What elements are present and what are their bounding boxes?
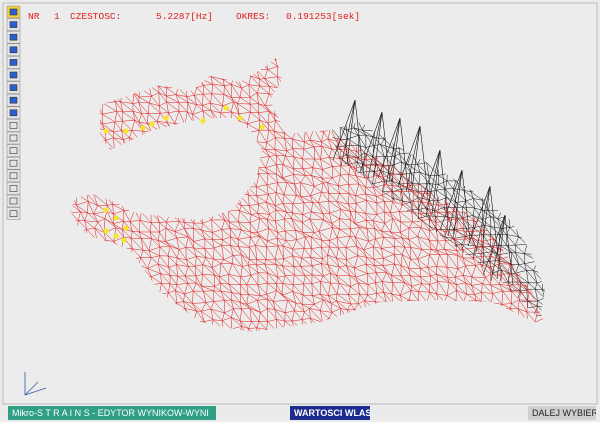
spike	[332, 99, 364, 171]
tool-icon	[9, 96, 18, 104]
tool-icon	[9, 8, 18, 16]
node	[123, 128, 129, 134]
tool-button	[6, 144, 21, 157]
tool-icon	[9, 134, 18, 142]
axes-icon	[24, 372, 47, 396]
spike	[467, 185, 499, 257]
tool-icon	[9, 159, 18, 167]
status-prompt[interactable]: DALEJ WYBIERZ	[528, 406, 596, 420]
tool-icon	[9, 33, 18, 41]
drawing-area	[2, 2, 598, 405]
tool-icon	[9, 185, 18, 192]
node	[103, 128, 109, 134]
node	[121, 237, 127, 243]
tool-button	[6, 207, 21, 220]
tool-icon	[9, 197, 18, 205]
tool-button	[6, 194, 21, 208]
status-mode: WARTOSCI WLASNE	[290, 406, 370, 420]
tool-button	[6, 169, 21, 183]
node	[103, 228, 109, 234]
node	[113, 233, 119, 239]
nr-value: 1	[54, 11, 60, 22]
node	[149, 121, 155, 127]
nr-label: NR	[28, 11, 40, 22]
frequency-label: CZESTOSC:	[70, 11, 121, 22]
period-label: OKRES:	[236, 11, 270, 22]
node	[140, 125, 146, 131]
tool-icon	[9, 122, 18, 129]
tool-icon	[9, 172, 18, 180]
tool-icon	[9, 84, 18, 91]
node	[123, 225, 129, 231]
tool-icon	[9, 210, 18, 217]
tool-button	[6, 131, 21, 145]
node	[113, 215, 119, 221]
node	[103, 207, 109, 213]
node	[163, 115, 169, 121]
spike	[417, 149, 449, 221]
toolbar	[6, 5, 21, 220]
period-value: 0.191253[sek]	[286, 11, 360, 22]
node	[223, 105, 229, 111]
node	[200, 118, 206, 124]
spike	[397, 125, 429, 197]
tool-button	[6, 182, 21, 195]
node	[259, 124, 265, 130]
frequency-value: 5.2287[Hz]	[156, 11, 213, 22]
tool-icon	[9, 147, 18, 154]
tool-icon	[9, 71, 18, 79]
tool-icon	[9, 59, 18, 66]
spike	[377, 117, 409, 189]
support-nodes	[103, 105, 265, 243]
status-program: Mikro-S T R A I N S - EDYTOR WYNIKOW-WYN…	[8, 406, 216, 420]
tool-icon	[9, 21, 18, 28]
tool-icon	[9, 46, 18, 54]
tool-button	[6, 119, 21, 132]
node	[237, 115, 243, 121]
tool-icon	[9, 109, 18, 117]
tool-button	[6, 156, 21, 170]
